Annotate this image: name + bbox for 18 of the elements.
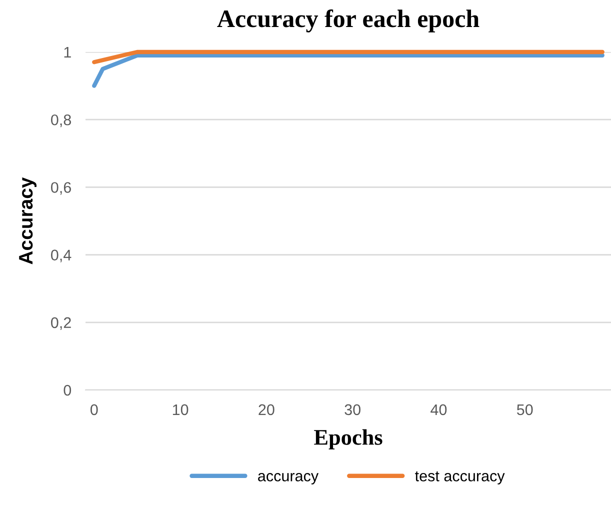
x-tick-label: 0 — [90, 404, 98, 416]
line-series — [92, 53, 604, 88]
x-tick-label: 50 — [516, 404, 533, 416]
y-tick-label: 0,2 — [51, 317, 71, 330]
y-axis-title: Accuracy — [19, 177, 37, 264]
y-tick-label: 0,8 — [51, 114, 71, 128]
chart-title: Accuracy for each epoch — [217, 9, 480, 32]
y-tick-label: 0,4 — [51, 250, 72, 262]
x-tick-label: 40 — [430, 404, 447, 416]
legend-label: accuracy — [258, 473, 319, 484]
y-tick-label: 0,6 — [51, 182, 71, 195]
legend-label: test accuracy — [415, 471, 505, 484]
x-tick-label: 10 — [172, 404, 188, 416]
x-tick-label: 20 — [258, 404, 274, 416]
x-axis-title: Epochs — [314, 429, 382, 450]
y-tick-label: 0 — [64, 384, 72, 396]
x-tick-label: 30 — [344, 404, 360, 416]
y-tick-label: 1 — [64, 47, 71, 58]
